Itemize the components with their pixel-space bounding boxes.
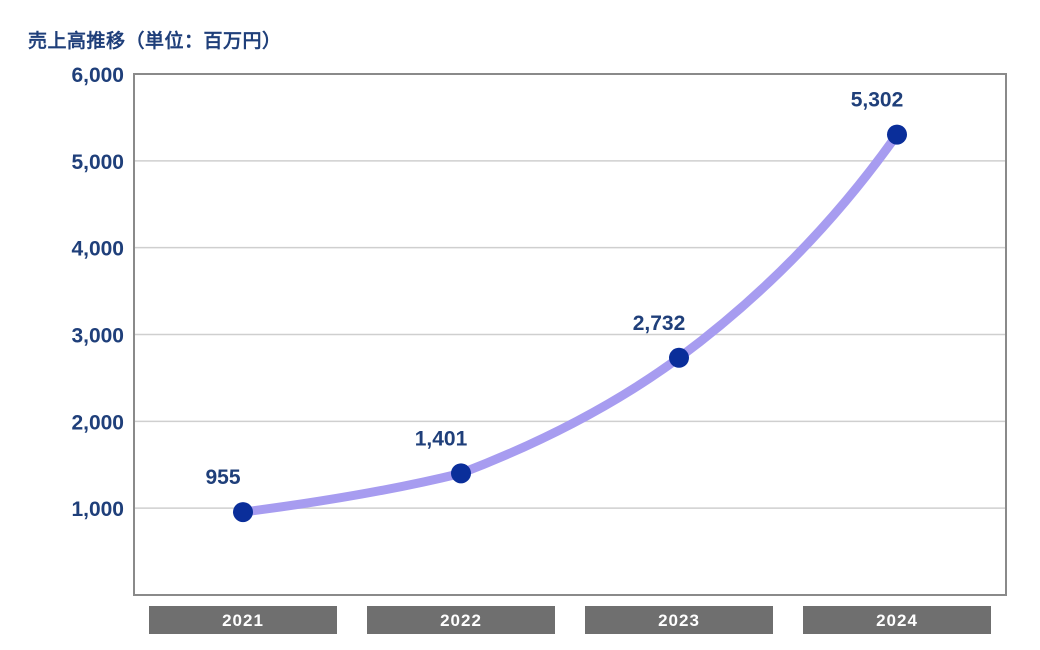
x-category-2022: 2022 <box>367 606 555 634</box>
data-label-2022: 1,401 <box>415 427 468 450</box>
data-label-2024: 5,302 <box>851 89 904 112</box>
data-markers <box>233 124 907 523</box>
y-tick-label: 1,000 <box>71 498 124 521</box>
data-point-2021 <box>233 502 253 523</box>
y-tick-label: 6,000 <box>71 64 124 87</box>
y-tick-label: 5,000 <box>71 151 124 174</box>
category-box <box>367 606 555 634</box>
x-tick-label: 2022 <box>440 611 482 630</box>
x-axis-categories: 2021 2022 2023 2024 <box>149 606 991 634</box>
y-tick-label: 2,000 <box>71 411 124 434</box>
y-axis-ticks: 1,000 2,000 3,000 4,000 5,000 6,000 <box>71 64 124 521</box>
y-tick-label: 4,000 <box>71 238 124 261</box>
y-tick-label: 3,000 <box>71 325 124 348</box>
x-category-2021: 2021 <box>149 606 337 634</box>
sales-series-line <box>238 130 902 517</box>
x-category-2024: 2024 <box>803 606 991 634</box>
data-label-2023: 2,732 <box>633 312 686 335</box>
category-box <box>803 606 991 634</box>
x-tick-label: 2024 <box>876 611 918 630</box>
data-labels: 955 1,401 2,732 5,302 <box>205 89 903 489</box>
chart-title: 売上高推移（単位：百万円） <box>28 30 282 52</box>
plot-frame <box>133 73 1007 596</box>
data-label-2021: 955 <box>205 466 240 489</box>
category-box <box>149 606 337 634</box>
x-category-2023: 2023 <box>585 606 773 634</box>
data-point-2023 <box>669 347 689 368</box>
data-point-2024 <box>887 124 907 145</box>
category-box <box>585 606 773 634</box>
data-point-2022 <box>451 463 471 484</box>
x-tick-label: 2021 <box>222 611 264 630</box>
gridlines <box>134 160 1006 509</box>
x-tick-label: 2023 <box>658 611 700 630</box>
